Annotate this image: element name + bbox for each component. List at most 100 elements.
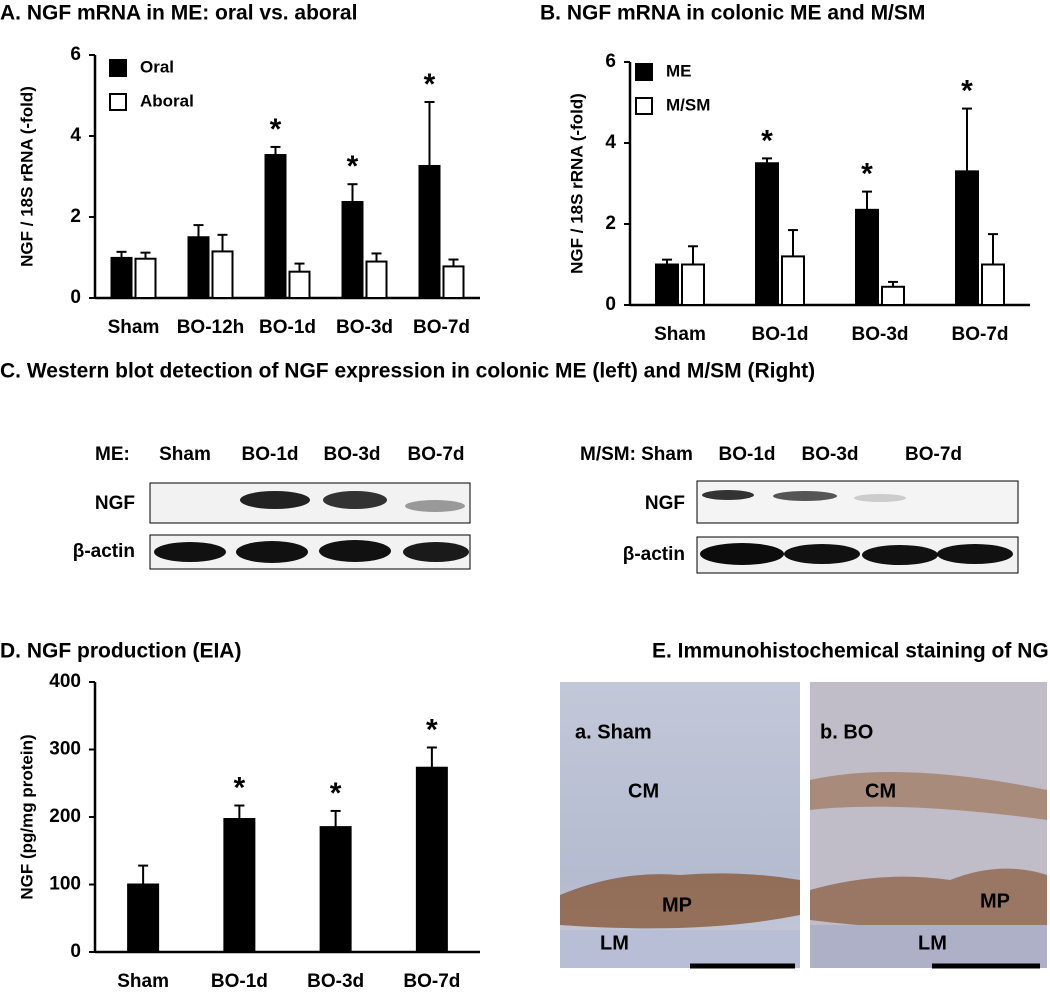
band — [236, 541, 308, 563]
bar — [418, 164, 441, 299]
band — [854, 494, 906, 502]
ihc-layer — [810, 925, 1047, 968]
legend-swatch — [635, 63, 653, 81]
significance-marker: * — [761, 124, 773, 157]
ihc-stain — [560, 873, 800, 929]
ihc-region: LM — [600, 932, 629, 954]
legend-label: M/SM — [666, 95, 710, 114]
significance-marker: * — [270, 113, 282, 146]
legend-swatch — [109, 59, 127, 77]
bar — [955, 170, 979, 306]
wb-row: NGF — [645, 493, 685, 514]
significance-marker: * — [861, 158, 873, 191]
x-tick-label: Sham — [654, 324, 706, 345]
y-tick-label: 6 — [605, 51, 616, 72]
x-tick-label: BO-3d — [307, 971, 364, 992]
legend-swatch — [109, 93, 127, 111]
wb-lane: BO-1d — [242, 444, 299, 465]
band — [773, 491, 837, 501]
band — [702, 490, 754, 500]
x-tick-label: BO-3d — [852, 324, 909, 345]
wb-row: β-actin — [623, 544, 685, 565]
x-tick-label: BO-7d — [952, 324, 1009, 345]
y-tick-label: 0 — [70, 287, 81, 308]
x-tick-label: BO-7d — [413, 317, 470, 338]
significance-marker: * — [347, 150, 359, 183]
y-tick-label: 0 — [70, 941, 81, 962]
ihc-region: CM — [628, 780, 659, 802]
wb-lane: Sham — [159, 444, 211, 465]
chart-title: D. NGF production (EIA) — [0, 640, 241, 663]
bar — [415, 766, 448, 953]
bar — [264, 154, 287, 299]
x-tick-label: BO-3d — [336, 317, 393, 338]
bar — [110, 256, 133, 299]
band — [937, 544, 1013, 564]
legend-swatch — [635, 97, 653, 115]
bar — [319, 826, 352, 953]
y-tick-label: 300 — [49, 739, 81, 760]
bar — [134, 257, 157, 299]
bar — [655, 263, 679, 306]
y-tick-label: 0 — [605, 294, 616, 315]
y-axis-label: NGF / 18S rRNA (-fold) — [17, 86, 36, 267]
band — [403, 542, 469, 562]
y-tick-label: 6 — [70, 44, 81, 65]
wb-tissue: M/SM: — [580, 444, 636, 465]
y-tick-label: 4 — [70, 125, 81, 146]
chart-title: B. NGF mRNA in colonic ME and M/SM — [540, 2, 925, 25]
x-tick-label: BO-7d — [403, 971, 460, 992]
bar — [187, 236, 210, 299]
significance-marker: * — [330, 777, 342, 810]
band — [862, 545, 938, 565]
wb-lane: Sham — [641, 444, 693, 465]
x-tick-label: BO-1d — [259, 317, 316, 338]
y-tick-label: 2 — [605, 213, 616, 234]
y-tick-label: 200 — [49, 806, 81, 827]
ihc-region: MP — [662, 894, 692, 916]
wb-lane: BO-3d — [802, 444, 859, 465]
band — [784, 544, 860, 564]
ihc-stain — [810, 772, 1047, 820]
bar — [211, 250, 234, 300]
bar — [981, 263, 1005, 306]
ihc-layer — [560, 930, 800, 968]
bar — [781, 255, 805, 306]
band — [405, 500, 465, 512]
x-tick-label: BO-1d — [211, 971, 268, 992]
y-tick-label: 2 — [70, 206, 81, 227]
ihc-region: MP — [980, 890, 1010, 912]
ihc-title: E. Immunohistochemical staining of NGF — [652, 640, 1050, 663]
bar — [223, 818, 256, 954]
significance-marker: * — [426, 713, 438, 746]
band — [240, 491, 310, 509]
wb-lane: BO-7d — [905, 444, 962, 465]
band — [323, 491, 387, 509]
bar — [127, 883, 160, 953]
band — [700, 543, 784, 565]
significance-marker: * — [424, 68, 436, 101]
bar — [681, 263, 705, 306]
wb-title: C. Western blot detection of NGF express… — [0, 360, 815, 383]
bar — [288, 270, 311, 299]
significance-marker: * — [234, 771, 246, 804]
bar — [755, 162, 779, 306]
wb-row: NGF — [95, 493, 135, 514]
significance-marker: * — [961, 74, 973, 107]
bar — [365, 260, 388, 299]
x-tick-label: BO-12h — [177, 317, 245, 338]
y-axis-label: NGF / 18S rRNA (-fold) — [567, 93, 586, 274]
chart-title: A. NGF mRNA in ME: oral vs. aboral — [0, 2, 357, 25]
wb-lane: BO-7d — [408, 444, 465, 465]
ihc-label: b. BO — [820, 721, 873, 743]
ihc-stain — [810, 868, 1047, 929]
bar — [341, 201, 364, 299]
ihc-region: LM — [918, 932, 947, 954]
bar — [442, 265, 465, 300]
y-axis-label: NGF (pg/mg protein) — [17, 734, 36, 899]
x-tick-label: Sham — [108, 317, 160, 338]
bar — [881, 285, 905, 306]
x-tick-label: Sham — [117, 971, 169, 992]
